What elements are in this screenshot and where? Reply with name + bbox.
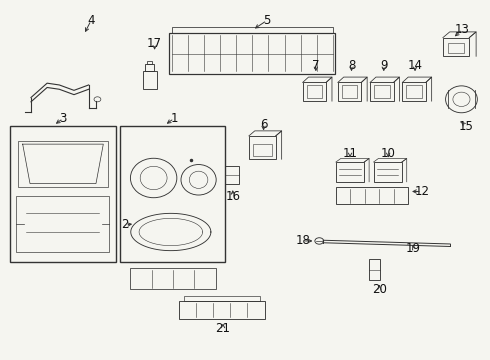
Text: 17: 17 xyxy=(147,37,162,50)
Bar xyxy=(338,82,361,101)
Bar xyxy=(184,296,260,301)
Text: 12: 12 xyxy=(415,185,429,198)
Bar xyxy=(336,162,364,182)
Bar xyxy=(307,85,322,98)
Text: 3: 3 xyxy=(60,112,67,125)
Bar xyxy=(342,85,357,98)
Bar xyxy=(406,85,422,98)
Text: 8: 8 xyxy=(348,59,355,72)
Text: 20: 20 xyxy=(372,283,387,296)
Bar xyxy=(225,166,239,184)
Bar xyxy=(172,27,333,33)
Bar xyxy=(121,126,225,262)
Text: 7: 7 xyxy=(312,59,319,72)
Bar xyxy=(373,162,402,182)
Text: 19: 19 xyxy=(406,242,421,255)
Bar xyxy=(10,126,116,262)
Text: 6: 6 xyxy=(260,118,268,131)
Text: 9: 9 xyxy=(380,59,388,72)
Bar xyxy=(179,301,265,319)
Text: 1: 1 xyxy=(171,112,178,125)
Text: 11: 11 xyxy=(343,147,358,159)
Text: 16: 16 xyxy=(225,190,240,203)
Bar xyxy=(169,33,335,74)
Text: 18: 18 xyxy=(295,234,310,247)
Bar xyxy=(443,38,469,56)
Bar xyxy=(18,140,108,187)
Bar xyxy=(448,43,465,53)
Bar xyxy=(146,64,154,71)
Text: 4: 4 xyxy=(87,14,95,27)
Text: 21: 21 xyxy=(216,322,230,335)
Text: 2: 2 xyxy=(122,218,129,231)
Bar xyxy=(402,82,426,101)
Bar xyxy=(370,82,393,101)
Text: 14: 14 xyxy=(408,59,422,72)
Bar xyxy=(249,136,276,159)
Text: 5: 5 xyxy=(263,14,270,27)
Text: 15: 15 xyxy=(459,120,473,133)
Bar xyxy=(336,187,408,204)
Bar xyxy=(147,61,152,64)
Bar xyxy=(16,196,109,252)
Bar xyxy=(369,259,380,280)
Bar xyxy=(130,268,216,289)
Text: 13: 13 xyxy=(455,23,470,36)
Bar xyxy=(253,144,272,156)
Text: 10: 10 xyxy=(381,147,395,159)
Bar xyxy=(303,82,326,101)
Bar xyxy=(143,71,157,89)
Bar xyxy=(374,85,390,98)
